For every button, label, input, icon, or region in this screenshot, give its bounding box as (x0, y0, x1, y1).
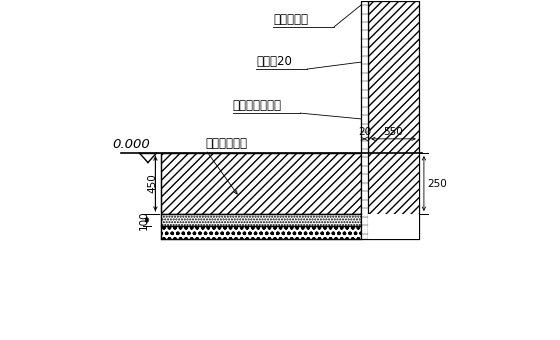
Bar (368, 214, 419, 226)
Text: 250: 250 (427, 178, 447, 189)
Text: 20: 20 (358, 127, 371, 137)
Text: 0.000: 0.000 (113, 138, 150, 151)
Bar (361, 1, 368, 239)
Bar (368, 153, 419, 214)
Bar (161, 214, 361, 226)
Text: 嵌缝膏20: 嵌缝膏20 (256, 55, 292, 68)
Text: 乳化沥青木丝板: 乳化沥青木丝板 (232, 99, 282, 113)
Text: 100: 100 (139, 210, 149, 230)
Bar (368, 1, 419, 239)
Bar (161, 153, 361, 214)
Text: 550: 550 (384, 127, 403, 137)
Text: 砌实心页岩砖: 砌实心页岩砖 (206, 137, 248, 150)
Text: 防腐橡胶条: 防腐橡胶条 (273, 13, 308, 26)
Bar (161, 226, 361, 239)
Text: 450: 450 (148, 174, 158, 193)
Bar (368, 226, 419, 239)
